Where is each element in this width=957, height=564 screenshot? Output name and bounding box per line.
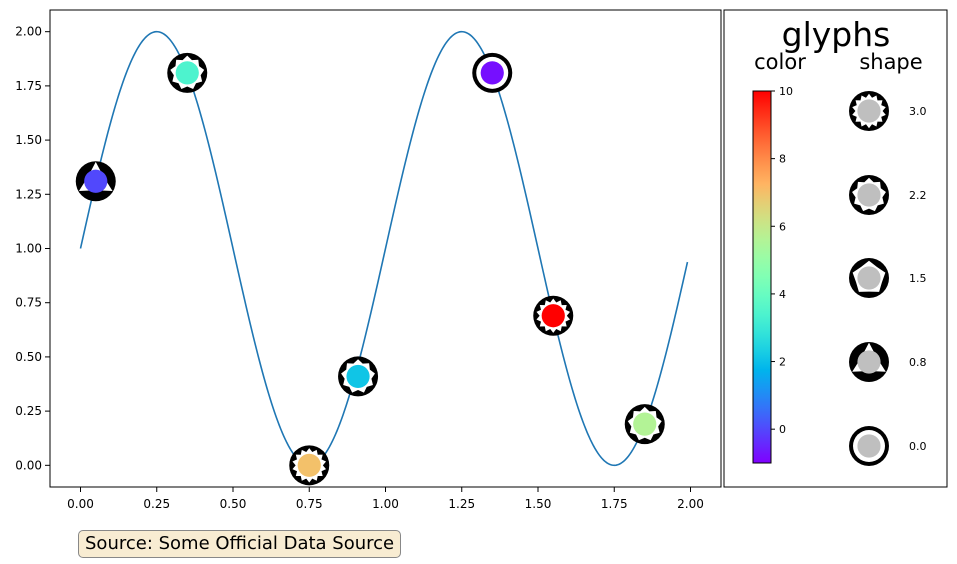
y-tick-label: 0.50 (15, 350, 42, 364)
shape-legend-glyph-1-core (857, 183, 881, 207)
glyph-point-0 (75, 161, 116, 202)
glyph-point-5 (533, 295, 574, 336)
shape-legend-glyph-0-core (857, 99, 881, 123)
shape-legend-glyph-3-core (857, 350, 881, 374)
shape-legend-glyph-3 (849, 342, 889, 382)
y-tick-label: 1.75 (15, 79, 42, 93)
shape-legend-glyph-2 (849, 258, 889, 298)
y-tick-label: 1.00 (15, 242, 42, 256)
glyph-point-3-core (346, 364, 370, 389)
y-tick-label: 0.75 (15, 296, 42, 310)
colorbar-gradient (752, 90, 772, 464)
shape-legend-glyph-4-core (857, 434, 881, 458)
colorbar-tick-label: 0 (779, 423, 786, 436)
colorbar-tick-label: 4 (779, 288, 786, 301)
y-tick-label: 1.50 (15, 133, 42, 147)
glyph-point-6 (624, 404, 665, 445)
glyph-point-1-core (175, 61, 199, 85)
shape-legend-label: 2.2 (909, 189, 927, 202)
legend-color-header: color (754, 50, 806, 74)
source-note: Source: Some Official Data Source (78, 530, 402, 558)
y-tick-label: 1.25 (15, 187, 42, 201)
glyph-point-3 (338, 356, 379, 397)
shape-legend-label: 0.8 (909, 356, 927, 369)
colorbar: 0 2 4 6 8 10 (752, 85, 793, 464)
y-axis-ticks: 0.00 0.25 0.50 0.75 1.00 1.25 1.50 1.75 2.00 (15, 25, 50, 472)
shape-legend-glyph-1 (849, 175, 889, 215)
glyph-point-0-core (84, 169, 108, 193)
x-axis-ticks: 0.00 0.25 0.50 0.75 1.00 1.25 1.50 1.75 2.00 (67, 487, 704, 511)
glyph-point-6-core (633, 412, 657, 436)
glyph-point-4 (472, 52, 513, 93)
x-tick-label: 0.75 (296, 497, 323, 511)
legend-title: glyphs (782, 15, 891, 54)
colorbar-tick-label: 6 (779, 220, 786, 233)
x-tick-label: 1.00 (372, 497, 399, 511)
x-tick-label: 0.25 (143, 497, 170, 511)
colorbar-tick-label: 10 (779, 85, 793, 98)
shape-legend-label: 1.5 (909, 272, 927, 285)
glyph-points (75, 52, 665, 486)
glyph-point-2-core (297, 453, 321, 477)
shape-legend-glyph-0 (849, 91, 889, 131)
x-tick-label: 1.25 (448, 497, 475, 511)
x-tick-label: 0.00 (67, 497, 94, 511)
x-tick-label: 2.00 (677, 497, 704, 511)
y-tick-label: 2.00 (15, 25, 42, 39)
glyph-point-4-core (480, 61, 504, 85)
shape-legend: 3.0 2.2 1.5 0.8 0.0 (849, 91, 927, 466)
y-tick-label: 0.25 (15, 404, 42, 418)
glyph-point-1 (167, 52, 208, 93)
glyph-point-5-core (541, 304, 565, 328)
shape-legend-glyph-4 (849, 426, 889, 466)
shape-legend-glyph-2-core (857, 266, 881, 290)
x-tick-label: 1.50 (525, 497, 552, 511)
colorbar-tick-label: 2 (779, 356, 786, 369)
x-tick-label: 1.75 (601, 497, 628, 511)
y-tick-label: 0.00 (15, 458, 42, 472)
colorbar-tick-label: 8 (779, 153, 786, 166)
x-tick-label: 0.50 (220, 497, 247, 511)
legend-shape-header: shape (859, 50, 922, 74)
glyph-point-2 (289, 445, 330, 486)
shape-legend-label: 3.0 (909, 105, 927, 118)
shape-legend-label: 0.0 (909, 440, 927, 453)
